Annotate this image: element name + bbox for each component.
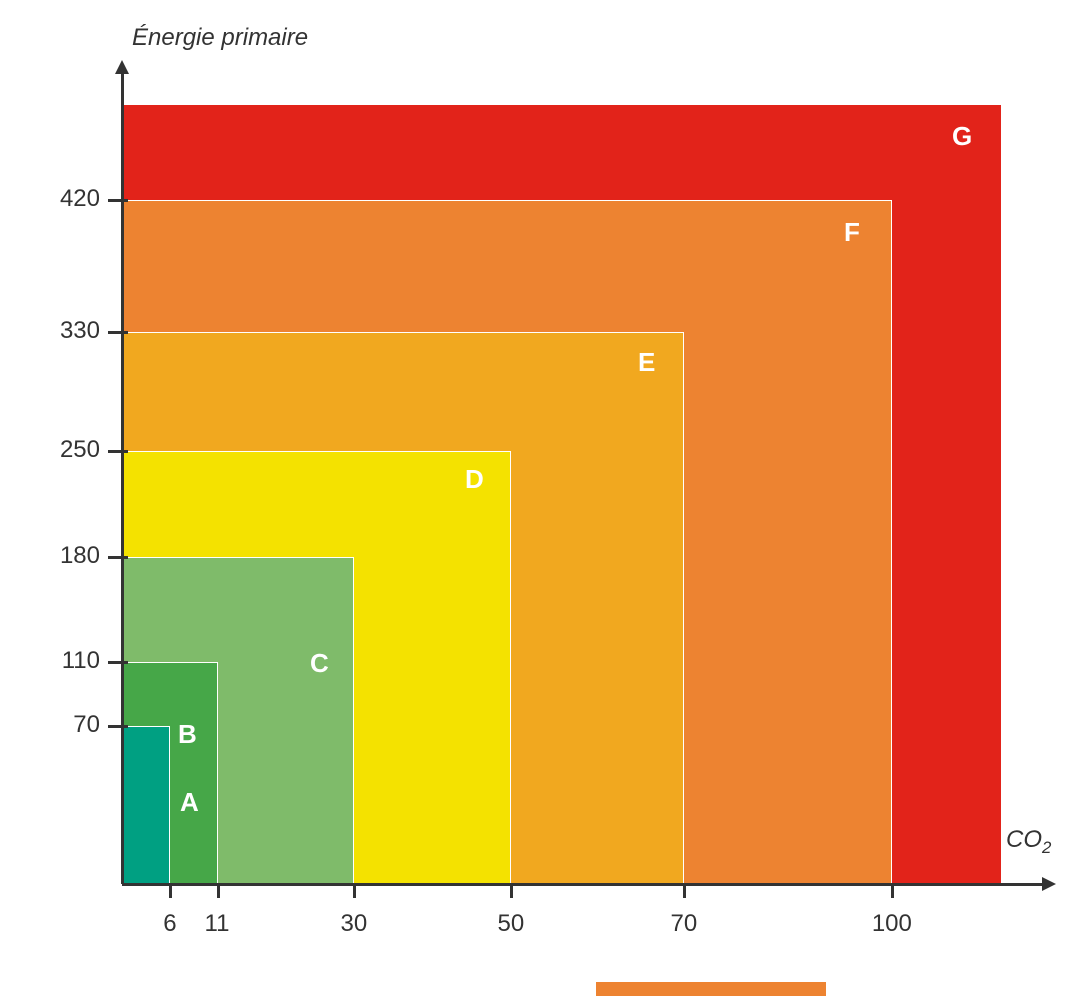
x-tick-label: 50 [498, 910, 525, 938]
x-tick-label: 11 [205, 910, 230, 938]
y-tick-label: 420 [60, 185, 100, 213]
y-tick-label: 250 [60, 436, 100, 464]
y-tick [108, 725, 128, 728]
y-tick-label: 180 [60, 542, 100, 570]
zone-label-c: C [310, 648, 329, 679]
y-tick-label: 110 [62, 647, 100, 675]
zone-a [122, 726, 170, 884]
zone-label-e: E [638, 347, 655, 378]
x-tick-label: 70 [671, 910, 698, 938]
y-tick [108, 556, 128, 559]
y-tick-label: 70 [73, 711, 100, 739]
x-tick [353, 884, 356, 898]
y-tick [108, 199, 128, 202]
y-axis-arrow-icon [115, 60, 129, 74]
y-tick-label: 330 [60, 317, 100, 345]
x-tick [169, 884, 172, 898]
x-axis-title: CO2 [1006, 826, 1051, 858]
zone-label-b: B [178, 719, 197, 750]
plot-area: G F E D C B A [122, 104, 1002, 884]
y-tick [108, 450, 128, 453]
x-tick [891, 884, 894, 898]
x-axis-line [122, 883, 1042, 886]
y-tick [108, 331, 128, 334]
x-tick-label: 100 [872, 910, 912, 938]
y-axis-title: Énergie primaire [132, 24, 308, 52]
x-tick-label: 30 [341, 910, 368, 938]
y-axis-line [121, 74, 124, 884]
x-tick [217, 884, 220, 898]
zone-label-d: D [465, 464, 484, 495]
chart-stage: G F E D C B A Énergie primaire CO2 70 110 180 250… [0, 0, 1084, 996]
zone-label-f: F [844, 217, 860, 248]
footer-accent-bar [596, 982, 826, 996]
x-axis-arrow-icon [1042, 877, 1056, 891]
x-tick-label: 6 [163, 910, 176, 938]
y-tick [108, 661, 128, 664]
zone-label-a: A [180, 787, 199, 818]
x-tick [510, 884, 513, 898]
zone-label-g: G [952, 121, 972, 152]
x-tick [683, 884, 686, 898]
